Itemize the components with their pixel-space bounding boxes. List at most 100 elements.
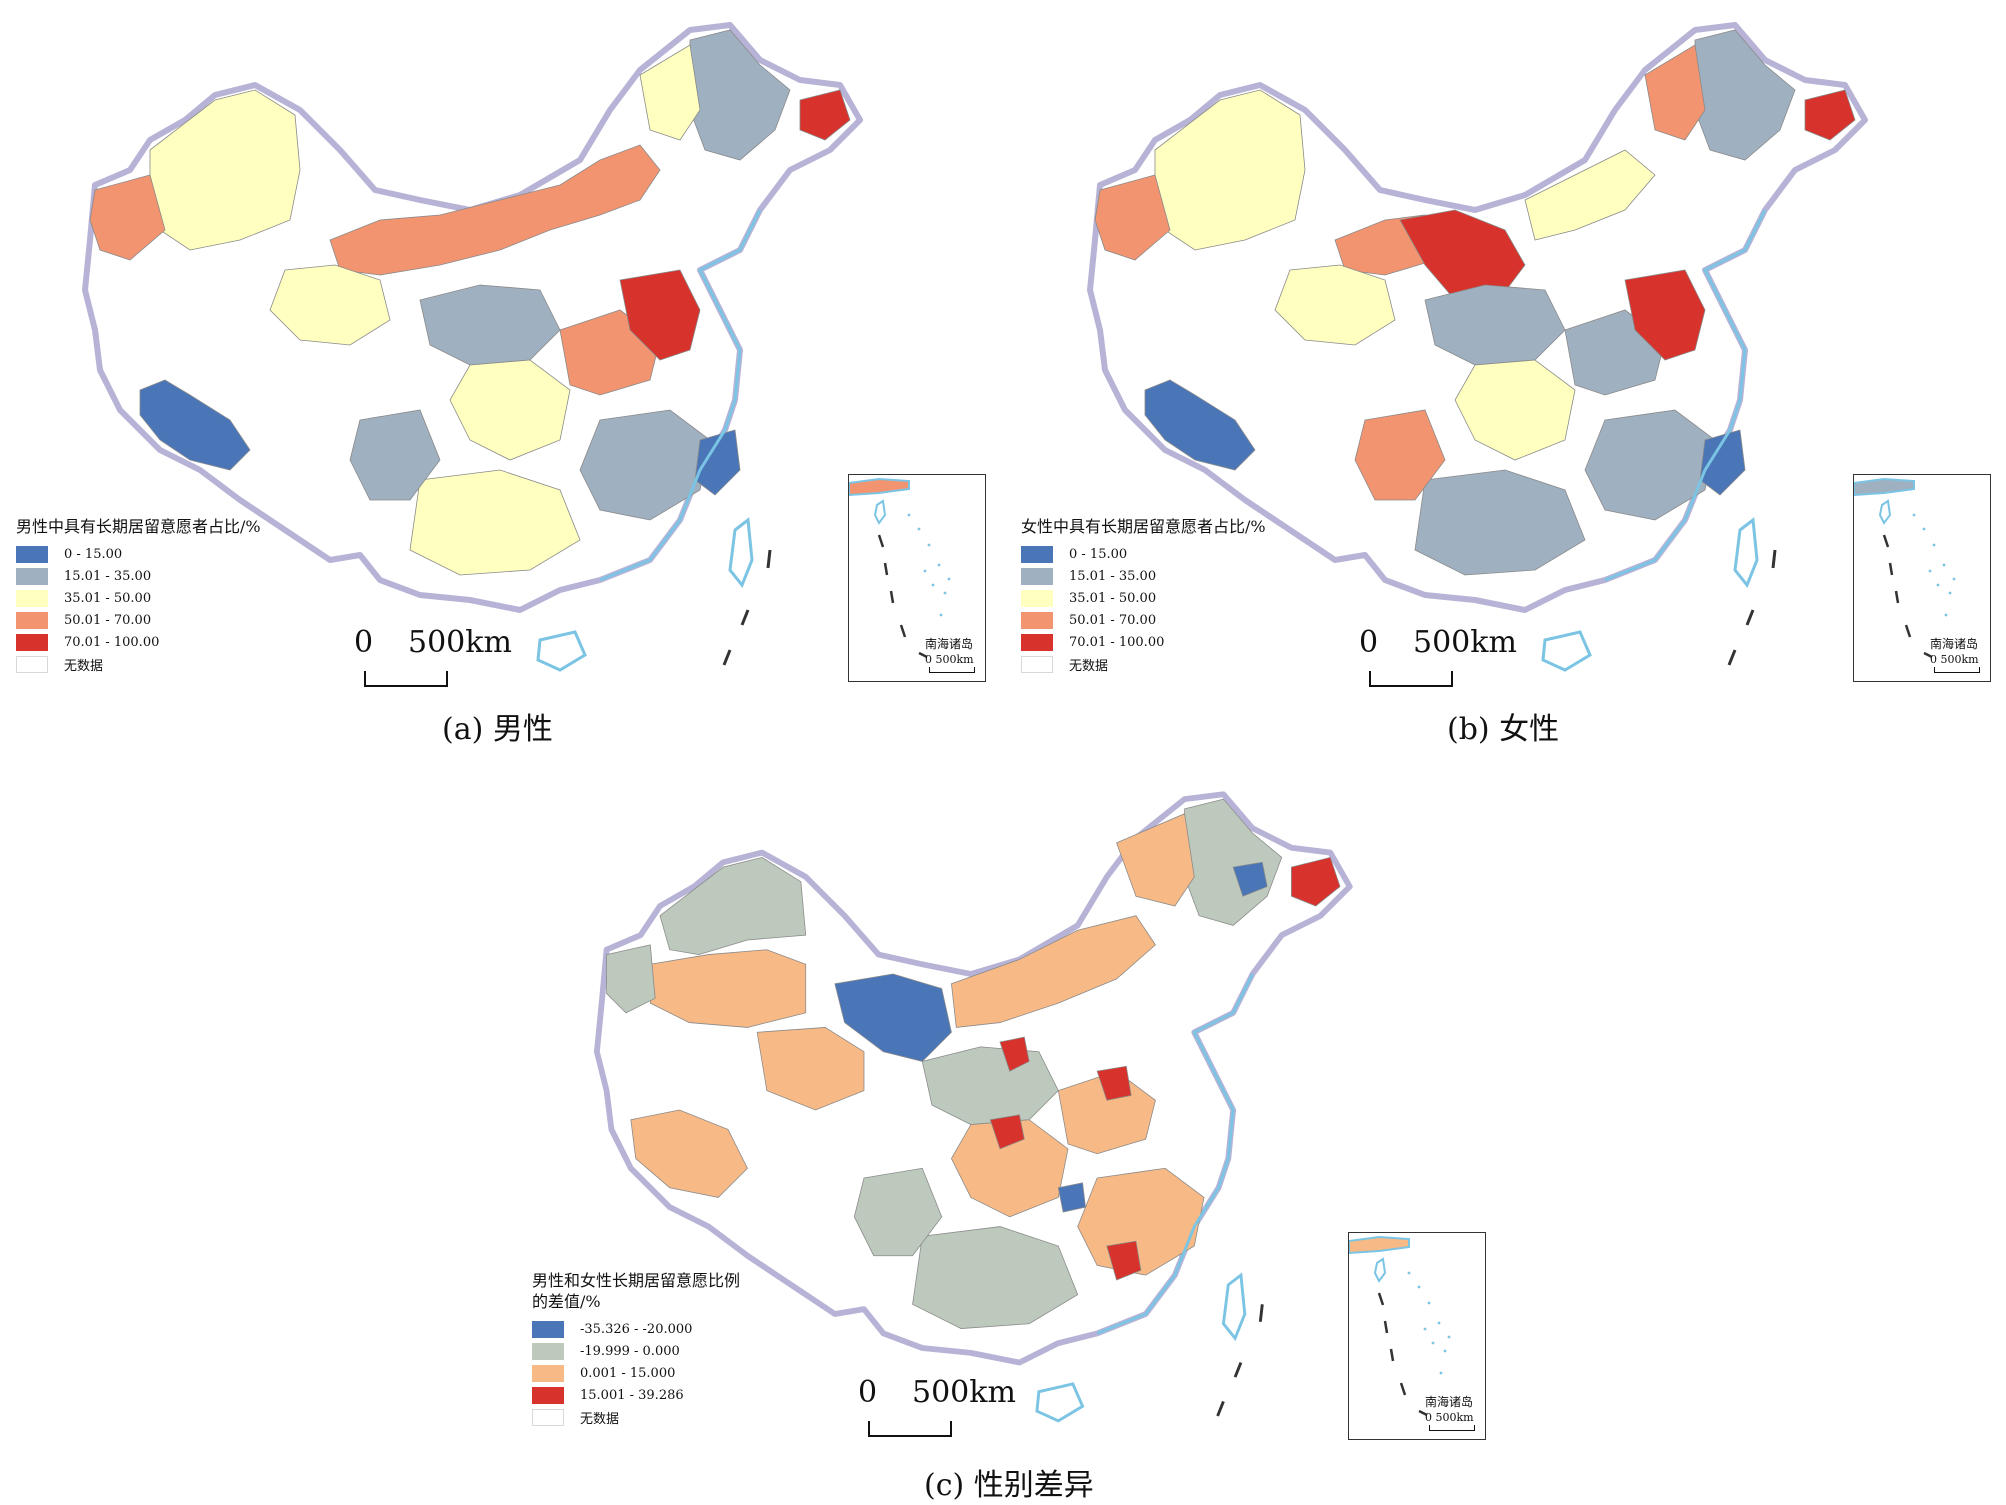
legend-label: 无数据: [1069, 658, 1109, 674]
legend-item: -35.326 - -20.000: [532, 1318, 740, 1340]
legend-label: 50.01 - 70.00: [64, 612, 152, 628]
scale-km-label: 500km: [408, 625, 512, 660]
region-southeast-mosaic: [1584, 409, 1716, 521]
region-north-orange: [329, 144, 661, 276]
china-map-difference: [593, 791, 1353, 1423]
legend-label: 15.01 - 35.00: [1069, 568, 1157, 584]
legend-swatch: [1021, 633, 1053, 651]
coastline: [599, 209, 762, 582]
region-south-mosaic: [1414, 469, 1586, 576]
legend-item: 15.01 - 35.00: [1021, 565, 1266, 587]
region-xinjiang-central: [649, 949, 807, 1028]
china-map-female: [1087, 22, 1868, 672]
legend-item: 无数据: [532, 1406, 740, 1428]
region-inner-mongolia-red: [1399, 209, 1526, 306]
region-central-mosaic-1: [1424, 284, 1566, 366]
legend-title: 男性和女性长期居留意愿比例 的差值/%: [532, 1271, 741, 1311]
inset-taiwan: [1878, 499, 1892, 525]
region-central-red-1: [999, 1036, 1030, 1072]
legend-label: 无数据: [64, 658, 104, 674]
panel-a-male: 男性中具有长期居留意愿者占比/% 0 - 15.00 15.01 - 35.00…: [0, 0, 1000, 760]
china-map-male: [82, 22, 863, 672]
scale-bar: 0 500km: [1359, 625, 1517, 695]
legend-swatch: [1021, 655, 1053, 673]
region-inner-mongolia-blue: [834, 973, 952, 1062]
region-north-yellow: [1524, 149, 1656, 241]
region-central-mosaic-2: [1454, 359, 1576, 461]
scale-zero-label: 0: [1359, 625, 1379, 660]
inset-scale-bar: [1429, 1425, 1475, 1431]
legend-item: 0 - 15.00: [1021, 543, 1266, 565]
region-qinghai: [269, 264, 391, 346]
inset-scale-label: 0 500km: [925, 653, 974, 666]
inset-map: [849, 477, 951, 659]
inset-taiwan: [1373, 1257, 1387, 1283]
region-east-mosaic: [619, 269, 701, 361]
legend-label: 70.01 - 100.00: [1069, 634, 1165, 650]
region-northeast-blue: [1232, 861, 1268, 897]
coastline: [1096, 973, 1254, 1335]
region-qinghai: [756, 1027, 865, 1111]
legend-label: 0 - 15.00: [64, 546, 123, 562]
legend-label: 15.01 - 35.00: [64, 568, 152, 584]
region-northeast: [689, 29, 791, 161]
region-xinjiang-north: [659, 857, 807, 955]
nine-dash-line: [1727, 549, 1777, 666]
legend-swatch: [1021, 567, 1053, 585]
legend-item: 无数据: [1021, 653, 1266, 675]
region-east-mosaic: [1624, 269, 1706, 361]
caption-a: (a) 男性: [442, 712, 553, 747]
inset-taiwan: [873, 499, 887, 525]
legend-item: 35.01 - 50.00: [1021, 587, 1266, 609]
hainan: [536, 630, 587, 672]
nine-dash-line: [722, 549, 772, 666]
legend-title: 女性中具有长期居留意愿者占比/%: [1021, 517, 1266, 536]
inset-label: 南海诸岛: [1930, 637, 1979, 651]
region-central-mosaic-1: [921, 1046, 1059, 1125]
legend-item: 35.01 - 50.00: [16, 587, 261, 609]
inset-scale-label: 0 500km: [1930, 653, 1979, 666]
legend-label: -19.999 - 0.000: [580, 1343, 680, 1359]
inset-label: 南海诸岛: [1425, 1395, 1474, 1409]
inset-scale-bar: [1934, 667, 1980, 673]
region-southeast-mosaic: [1077, 1167, 1205, 1276]
region-qinghai: [1274, 264, 1396, 346]
legend-item: 15.001 - 39.286: [532, 1384, 740, 1406]
south-china-sea-inset: 南海诸岛 0 500km: [1348, 1232, 1486, 1440]
region-south-mosaic: [409, 469, 581, 576]
scale-bar-line: [364, 671, 448, 687]
inset-coast: [849, 477, 910, 497]
region-central-mosaic-2: [950, 1119, 1069, 1218]
inset-map: [1854, 477, 1956, 659]
region-tibet-blue: [1144, 379, 1256, 471]
map-layer: [82, 22, 863, 672]
region-southeast-red: [1106, 1240, 1142, 1281]
legend-item: 无数据: [16, 653, 261, 675]
south-china-sea-inset: 南海诸岛 0 500km: [1853, 474, 1991, 682]
legend-label: 70.01 - 100.00: [64, 634, 160, 650]
region-fujian-blue: [694, 429, 741, 496]
legend-swatch: [1021, 589, 1053, 607]
region-central-mosaic-2: [449, 359, 571, 461]
taiwan: [1733, 517, 1759, 588]
legend-label: 50.01 - 70.00: [1069, 612, 1157, 628]
region-northeast-red: [1804, 89, 1856, 141]
region-northeast-red: [799, 89, 851, 141]
taiwan: [1221, 1272, 1247, 1342]
region-fujian-blue: [1699, 429, 1746, 496]
scale-bar: 0 500km: [858, 1375, 1016, 1445]
inset-islands: [1407, 1271, 1451, 1375]
scale-km-label: 500km: [912, 1375, 1016, 1410]
hainan: [1541, 630, 1592, 672]
inset-dash-line: [1377, 1292, 1428, 1417]
legend-swatch: [16, 611, 48, 629]
region-northeast-orange: [1116, 813, 1195, 907]
legend-title: 男性中具有长期居留意愿者占比/%: [16, 517, 261, 536]
inset-coast: [1854, 477, 1915, 497]
region-xinjiang-west: [606, 944, 656, 1014]
legend-item: 70.01 - 100.00: [1021, 631, 1266, 653]
legend-item: 50.01 - 70.00: [16, 609, 261, 631]
taiwan: [728, 517, 754, 588]
legend-item: 0.001 - 15.000: [532, 1362, 740, 1384]
legend-label: 35.01 - 50.00: [1069, 590, 1157, 606]
